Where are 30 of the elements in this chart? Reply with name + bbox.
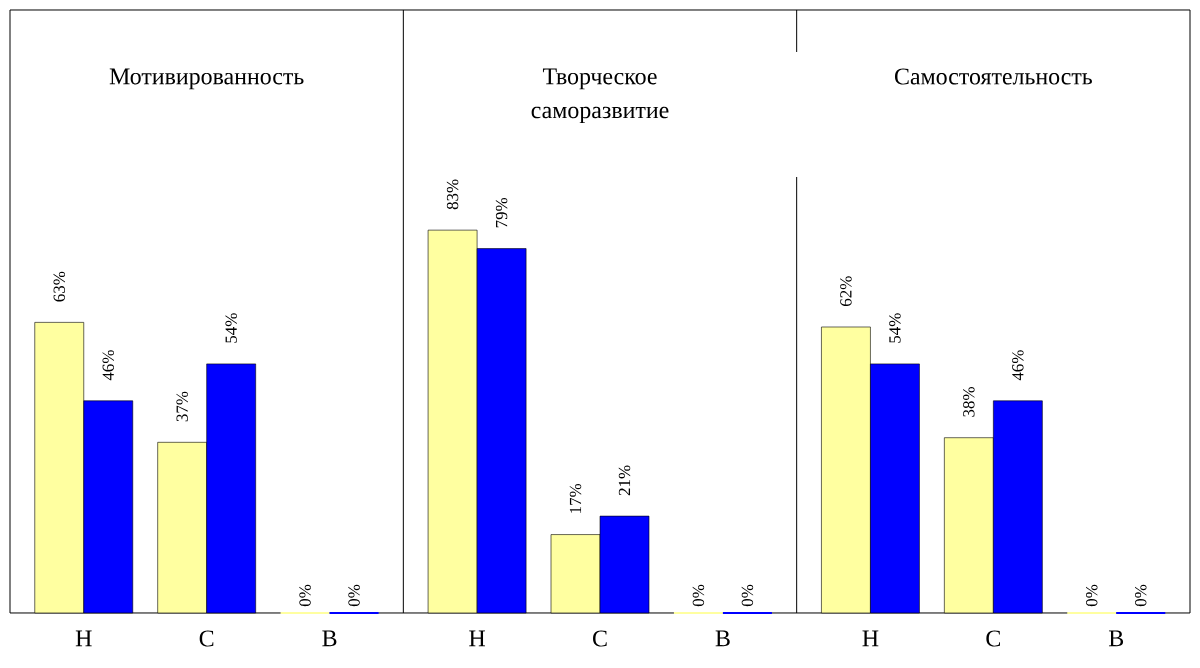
data-label: 46% [102, 350, 114, 381]
x-tick-label: В [1108, 630, 1124, 647]
data-label: 63% [53, 271, 65, 302]
data-label: 21% [618, 465, 631, 496]
data-label: 0% [1135, 584, 1147, 607]
data-label: 38% [963, 387, 975, 417]
data-label: 79% [495, 197, 508, 228]
x-tick-label: В [322, 630, 337, 647]
x-tick-label: Н [75, 630, 92, 647]
data-label: 0% [692, 584, 705, 607]
data-label: 37% [176, 391, 188, 422]
chart-title: Самостоятельность [894, 68, 1092, 85]
chart-title: Мотивированность [109, 68, 304, 90]
data-label: 46% [1012, 350, 1024, 381]
x-tick-label: С [986, 630, 1000, 647]
x-tick-label: Н [469, 630, 486, 647]
data-label: 62% [840, 276, 852, 307]
data-label: 0% [299, 584, 311, 607]
x-tick-label: Н [862, 630, 879, 647]
x-tick-label: В [715, 630, 730, 647]
data-label: 0% [1086, 584, 1098, 607]
chart-title: Творческое саморазвитие [531, 68, 669, 124]
data-label: 0% [348, 584, 360, 607]
x-tick-label: С [593, 630, 607, 647]
data-label: 0% [741, 584, 754, 607]
data-label: 83% [446, 179, 459, 210]
x-tick-label: С [199, 630, 214, 647]
data-label: 54% [889, 313, 901, 343]
data-label: 17% [569, 483, 582, 513]
data-label: 54% [225, 313, 237, 343]
